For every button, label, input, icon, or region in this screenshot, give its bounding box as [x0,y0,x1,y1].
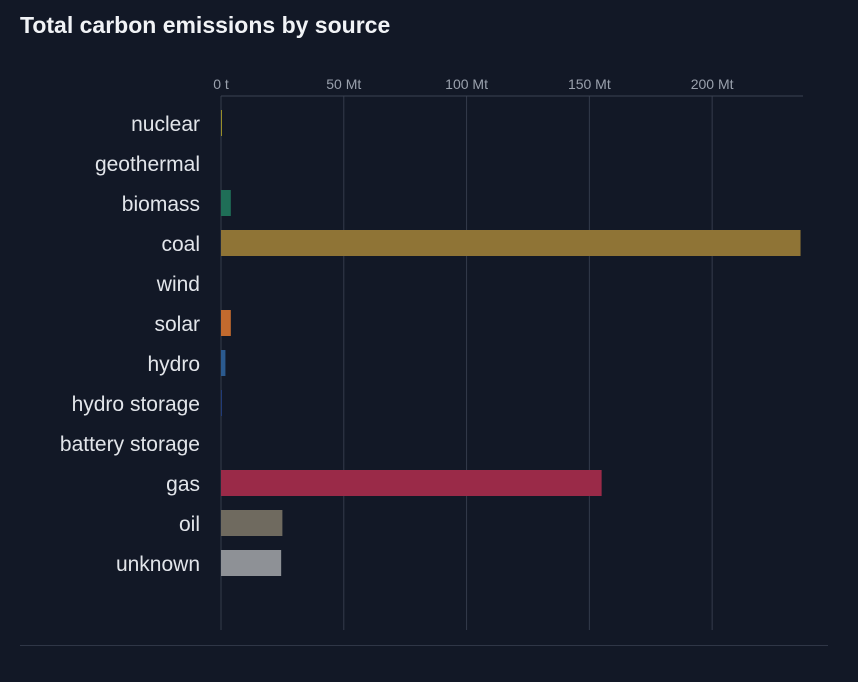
category-label-nuclear: nuclear [131,113,200,136]
category-label-hydro: hydro [147,353,200,376]
x-tick-label: 150 Mt [568,76,611,92]
bar-nuclear[interactable] [221,110,222,136]
bar-coal[interactable] [221,230,801,256]
category-label-coal: coal [161,233,200,256]
category-label-hydro-storage: hydro storage [72,393,200,416]
x-tick-label: 50 Mt [326,76,361,92]
category-label-unknown: unknown [116,553,200,576]
bars [221,110,801,576]
x-tick-labels: 0 t 50 Mt 100 Mt 150 Mt 200 Mt [213,76,733,92]
category-labels: nuclear geothermal biomass coal wind solar hyd… [60,113,200,576]
bar-unknown[interactable] [221,550,282,576]
bottom-divider [20,645,828,646]
bar-solar[interactable] [221,310,231,336]
category-label-battery-storage: battery storage [60,433,200,456]
category-label-geothermal: geothermal [95,153,200,176]
category-label-wind: wind [156,273,200,296]
chart-title: Total carbon emissions by source [20,12,391,38]
category-label-solar: solar [154,313,200,336]
bar-hydro-storage[interactable] [221,390,222,416]
grid-lines [220,96,713,630]
bar-hydro[interactable] [221,350,226,376]
bar-biomass[interactable] [221,190,231,216]
bar-oil[interactable] [221,510,283,536]
category-label-oil: oil [179,513,200,536]
x-tick-label: 100 Mt [445,76,488,92]
x-tick-label: 0 t [213,76,229,92]
category-label-biomass: biomass [122,193,200,216]
x-tick-label: 200 Mt [691,76,734,92]
bar-gas[interactable] [221,470,602,496]
category-label-gas: gas [166,473,200,496]
